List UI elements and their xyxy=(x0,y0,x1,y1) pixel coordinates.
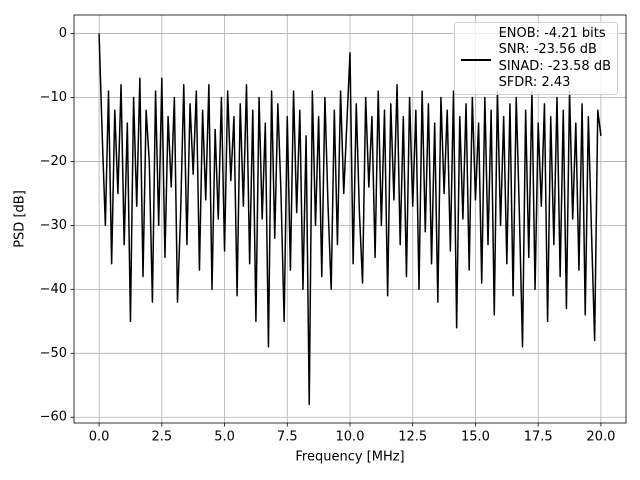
y-axis-label: PSD [dB] xyxy=(13,190,28,248)
x-tick-label: 5.0 xyxy=(214,430,235,445)
x-tick-label: 15.0 xyxy=(461,430,490,445)
x-tick-label: 2.5 xyxy=(151,430,172,445)
legend-swatch xyxy=(460,59,491,61)
y-tick-label: −10 xyxy=(40,90,67,105)
legend: ENOB: -4.21 bits SNR: -23.56 dB SINAD: -… xyxy=(453,22,618,96)
x-tick-label: 17.5 xyxy=(524,430,553,445)
y-tick-label: −50 xyxy=(40,346,67,361)
x-tick-label: 20.0 xyxy=(586,430,615,445)
y-tick-label: −30 xyxy=(40,218,67,233)
legend-label: ENOB: -4.21 bits SNR: -23.56 dB SINAD: -… xyxy=(498,26,611,90)
data-line xyxy=(98,33,602,406)
x-tick-label: 0.0 xyxy=(89,430,110,445)
x-axis-label: Frequency [MHz] xyxy=(295,450,404,465)
y-tick-label: 0 xyxy=(59,26,67,41)
y-tick-label: −40 xyxy=(40,282,67,297)
y-tick-label: −60 xyxy=(40,410,67,425)
plot-frame xyxy=(73,14,627,424)
y-tick-label: −20 xyxy=(40,154,67,169)
x-tick-label: 10.0 xyxy=(336,430,365,445)
x-tick-label: 12.5 xyxy=(398,430,427,445)
x-tick-label: 7.5 xyxy=(277,430,298,445)
